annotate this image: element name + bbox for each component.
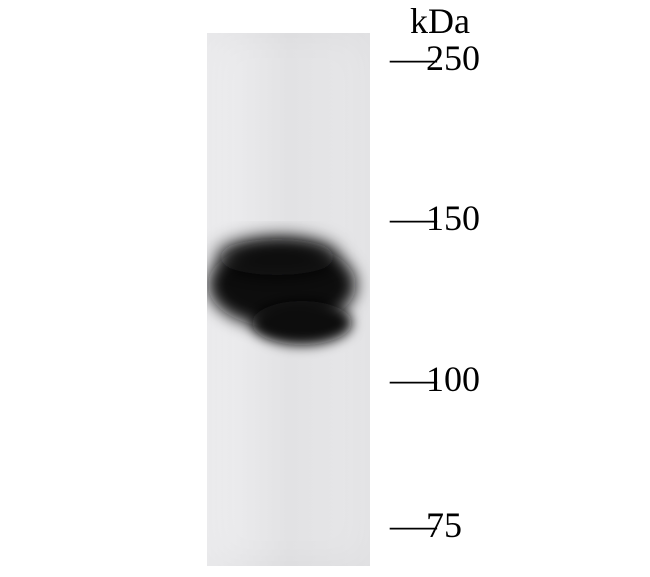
marker-250: —250 xyxy=(390,37,480,79)
units-label: kDa xyxy=(410,0,470,42)
marker-75: —75 xyxy=(390,504,462,546)
gel-lane xyxy=(207,33,370,566)
marker-tick-icon: — xyxy=(390,37,437,79)
marker-tick-icon: — xyxy=(390,358,437,400)
marker-150: —150 xyxy=(390,197,480,239)
marker-100: —100 xyxy=(390,358,480,400)
marker-tick-icon: — xyxy=(390,504,437,546)
blot-figure: kDa —250 —150 —100 —75 xyxy=(0,0,650,577)
protein-band xyxy=(207,33,370,566)
marker-tick-icon: — xyxy=(390,197,437,239)
